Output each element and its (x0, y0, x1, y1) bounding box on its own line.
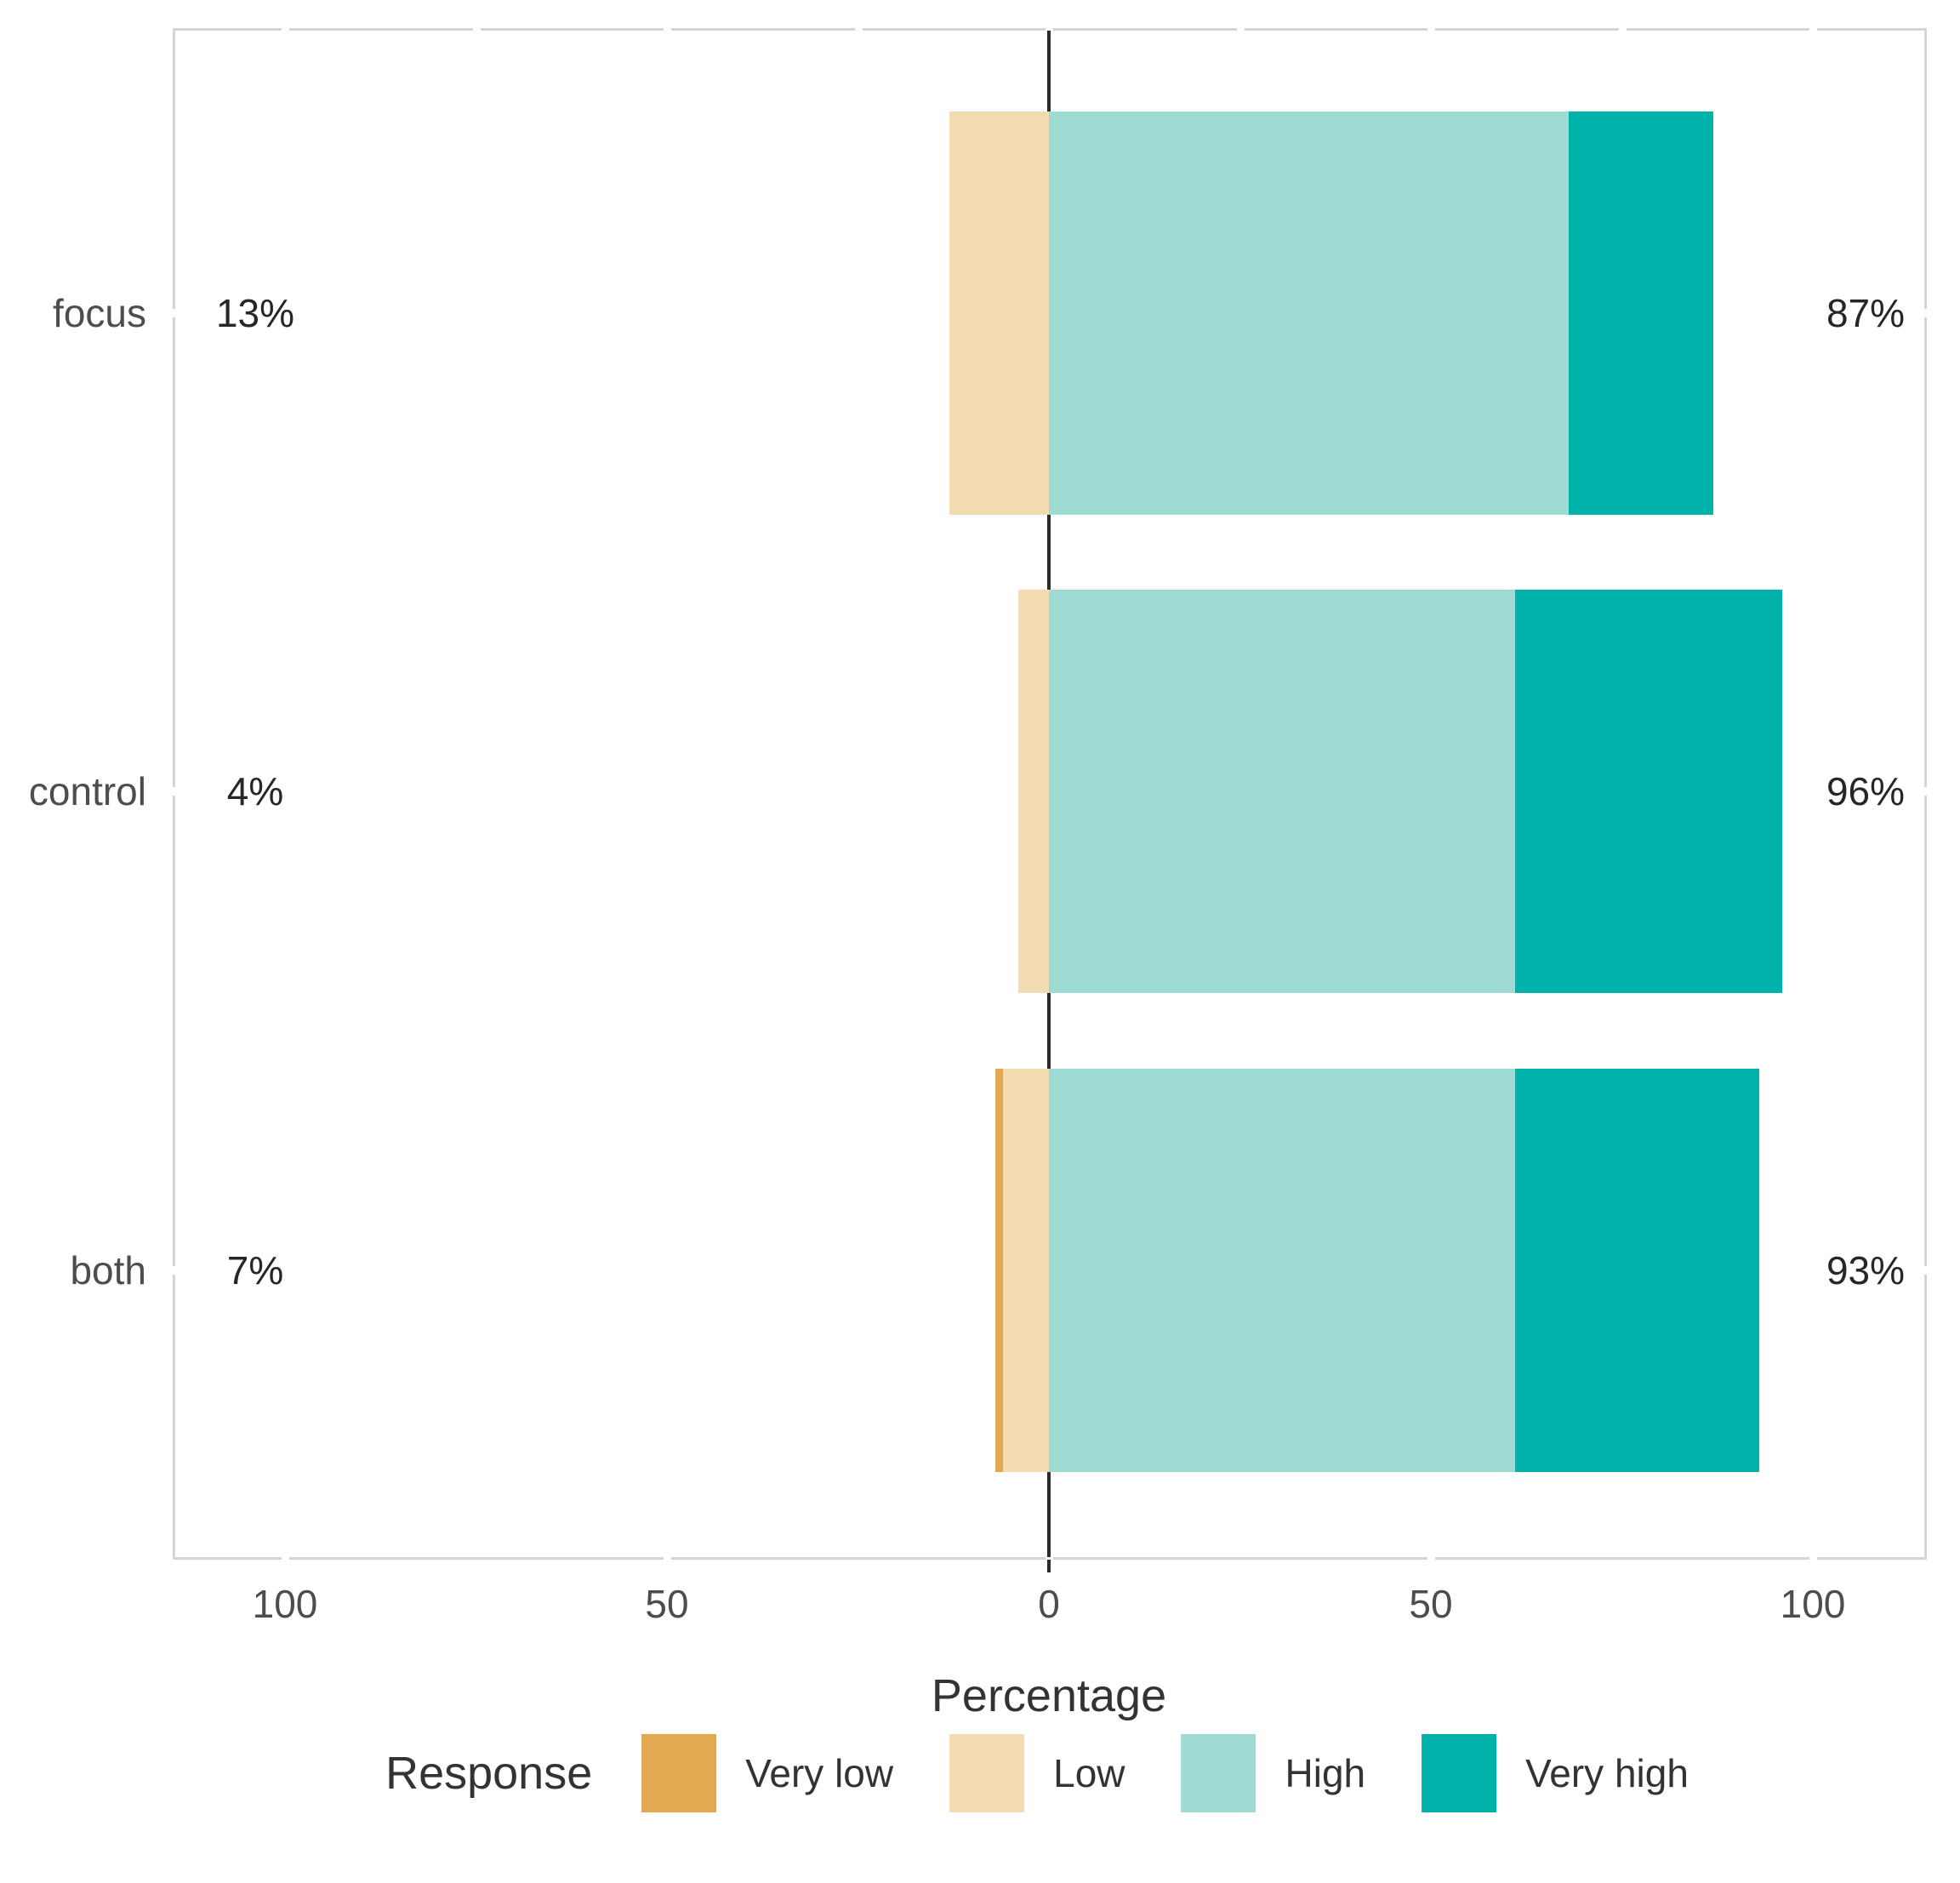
right-border-tick-notch (1924, 1266, 1927, 1275)
legend-label: Low (1053, 1751, 1125, 1795)
x-tick-label-4: 100 (1780, 1582, 1846, 1626)
x-tick-label-2: 0 (1038, 1582, 1060, 1626)
top-border-tick-notch (1046, 28, 1053, 31)
left-border-tick-notch (173, 309, 175, 317)
legend-item-very-low: Very low (641, 1734, 949, 1812)
left-border-tick-notch (173, 1266, 175, 1275)
y-axis-label-control: control (28, 769, 146, 813)
legend: Response Very low Low High Very high (385, 1734, 1745, 1812)
right-total-label-control: 96% (1826, 769, 1906, 813)
legend-label: High (1285, 1751, 1366, 1795)
legend-item-very-high: Very high (1422, 1734, 1745, 1812)
bar-segment-focus-very-high (1568, 111, 1714, 515)
bar-segment-control-high (1049, 590, 1515, 993)
bottom-border-tick-notch (1427, 1557, 1435, 1560)
bar-segment-both-very-high (1514, 1069, 1760, 1472)
legend-swatch-high (1181, 1734, 1256, 1812)
top-border-tick-notch (1427, 28, 1435, 31)
left-border-tick-notch (173, 787, 175, 796)
left-total-label-both: 7% (226, 1248, 284, 1292)
legend-label: Very low (745, 1751, 894, 1795)
bar-segment-focus-low (949, 111, 1049, 515)
right-total-label-focus: 87% (1826, 291, 1906, 335)
right-border-tick-notch (1924, 787, 1927, 796)
legend-title: Response (385, 1748, 593, 1799)
left-total-label-focus: 13% (215, 291, 295, 335)
right-total-label-both: 93% (1826, 1248, 1906, 1292)
bottom-border-tick-notch (282, 1557, 289, 1560)
bar-segment-control-very-high (1514, 590, 1783, 993)
bar-segment-both-high (1049, 1069, 1515, 1472)
x-tick-label-1: 50 (645, 1582, 689, 1626)
y-axis-label-focus: focus (53, 291, 146, 335)
left-total-label-control: 4% (226, 769, 284, 813)
legend-item-high: High (1181, 1734, 1422, 1812)
x-tick-label-3: 50 (1409, 1582, 1453, 1626)
right-border-tick-notch (1924, 309, 1927, 317)
legend-items: Very low Low High Very high (641, 1734, 1745, 1812)
top-border-tick-notch (282, 28, 289, 31)
legend-swatch-very-high (1422, 1734, 1497, 1812)
top-border-tick-notch (1809, 28, 1817, 31)
top-border-tick-notch (854, 28, 863, 31)
legend-label: Very high (1525, 1751, 1689, 1795)
y-axis-label-both: both (70, 1248, 146, 1292)
legend-item-low: Low (949, 1734, 1181, 1812)
x-tick-label-0: 100 (252, 1582, 318, 1626)
top-border-tick-notch (1618, 28, 1627, 31)
legend-swatch-low (949, 1734, 1025, 1812)
bottom-border-tick-notch (1809, 1557, 1817, 1560)
top-border-tick-notch (664, 28, 671, 31)
bar-segment-both-very-low (995, 1069, 1004, 1472)
legend-swatch-very-low (641, 1734, 717, 1812)
bar-segment-both-low (1003, 1069, 1049, 1472)
bottom-border-tick-notch (1046, 1557, 1053, 1560)
bar-segment-control-low (1018, 590, 1049, 993)
top-border-tick-notch (472, 28, 481, 31)
bar-segment-focus-high (1049, 111, 1569, 515)
x-axis-title: Percentage (931, 1670, 1167, 1721)
top-border-tick-notch (1236, 28, 1245, 31)
bottom-border-tick-notch (664, 1557, 671, 1560)
